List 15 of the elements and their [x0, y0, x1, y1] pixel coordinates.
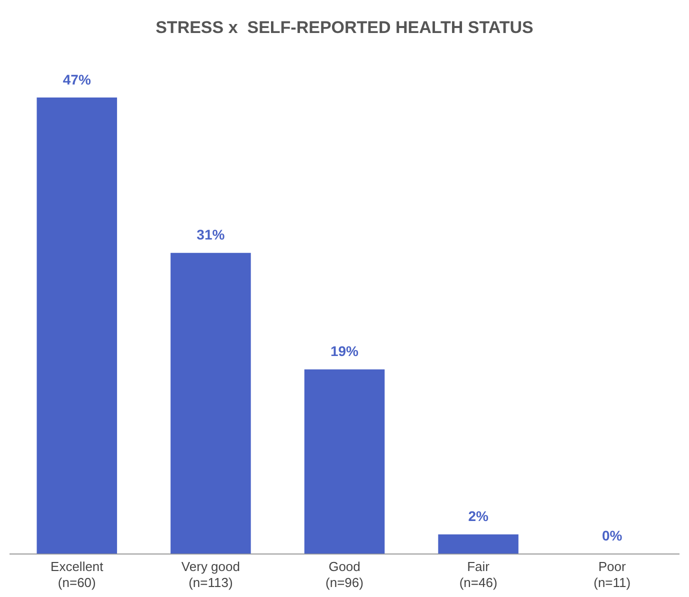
- chart-title: STRESS x SELF-REPORTED HEALTH STATUS: [156, 18, 534, 37]
- data-label: 2%: [468, 508, 489, 524]
- x-tick-label: Fair (n=46): [459, 559, 498, 590]
- x-tick-label: Poor (n=11): [594, 559, 631, 590]
- bar: [170, 252, 251, 554]
- bar: [304, 369, 385, 554]
- x-tick-label: Good (n=96): [326, 559, 364, 590]
- bar: [36, 98, 118, 554]
- data-label: 47%: [62, 71, 92, 88]
- data-label: 0%: [602, 528, 623, 544]
- bar: [438, 534, 518, 554]
- data-label: 19%: [330, 343, 360, 360]
- x-tick-label: Very good (n=113): [181, 559, 240, 590]
- data-label: 31%: [196, 226, 226, 243]
- x-tick-label: Excellent (n=60): [50, 559, 104, 590]
